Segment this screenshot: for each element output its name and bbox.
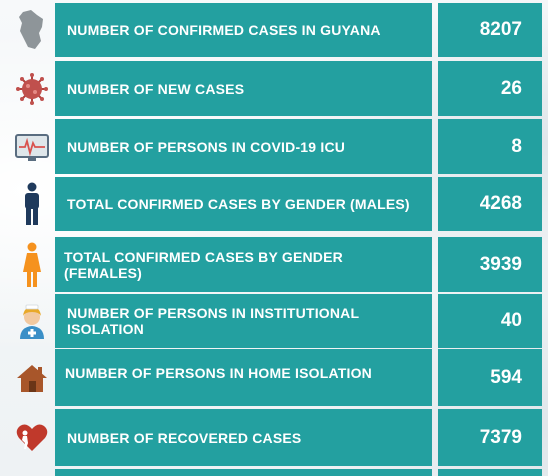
icu-monitor-icon bbox=[10, 119, 54, 174]
recovered-heart-icon bbox=[10, 409, 54, 466]
stat-row-institutional: NUMBER OF PERSONS IN INSTITUTIONAL ISOLA… bbox=[0, 294, 548, 348]
house-icon bbox=[10, 349, 54, 406]
stat-label: TOTAL CONFIRMED CASES BY GENDER (MALES) bbox=[67, 196, 410, 212]
stat-label: NUMBER OF NEW CASES bbox=[67, 80, 245, 97]
nurse-icon bbox=[10, 294, 54, 348]
stat-value: 3939 bbox=[479, 253, 522, 275]
stat-label: NUMBER OF PERSONS IN HOME ISOLATION bbox=[65, 364, 372, 381]
stat-row-females: TOTAL CONFIRMED CASES BY GENDER (FEMALES… bbox=[0, 237, 548, 292]
stat-row-home: NUMBER OF PERSONS IN HOME ISOLATION 594 bbox=[0, 349, 548, 406]
stat-label: NUMBER OF CONFIRMED CASES IN GUYANA bbox=[67, 22, 381, 38]
stat-value: 26 bbox=[500, 77, 522, 99]
stat-row-partial bbox=[0, 469, 548, 476]
stat-value: 40 bbox=[500, 310, 522, 331]
stat-value: 4268 bbox=[479, 193, 522, 214]
stat-label: NUMBER OF PERSONS IN COVID-19 ICU bbox=[67, 138, 346, 155]
stat-row-recovered: NUMBER OF RECOVERED CASES 7379 bbox=[0, 409, 548, 466]
stat-label: NUMBER OF PERSONS IN INSTITUTIONAL ISOLA… bbox=[67, 305, 359, 337]
guyana-map-icon bbox=[10, 3, 54, 57]
stat-value: 8207 bbox=[479, 19, 522, 40]
stat-row-males: TOTAL CONFIRMED CASES BY GENDER (MALES) … bbox=[0, 177, 548, 231]
partial-label-box bbox=[55, 469, 432, 476]
stat-label: TOTAL CONFIRMED CASES BY GENDER (FEMALES… bbox=[64, 248, 343, 281]
male-icon bbox=[10, 177, 54, 231]
stat-row-icu: NUMBER OF PERSONS IN COVID-19 ICU 8 bbox=[0, 119, 548, 174]
stat-row-confirmed: NUMBER OF CONFIRMED CASES IN GUYANA 8207 bbox=[0, 3, 548, 57]
stat-value: 8 bbox=[511, 135, 522, 157]
female-icon bbox=[10, 237, 54, 292]
partial-value-box bbox=[438, 469, 542, 476]
stat-value: 594 bbox=[490, 366, 522, 388]
stat-value: 7379 bbox=[479, 426, 522, 448]
stat-label: NUMBER OF RECOVERED CASES bbox=[67, 429, 302, 446]
virus-icon bbox=[10, 61, 54, 116]
stat-row-new-cases: NUMBER OF NEW CASES 26 bbox=[0, 61, 548, 116]
